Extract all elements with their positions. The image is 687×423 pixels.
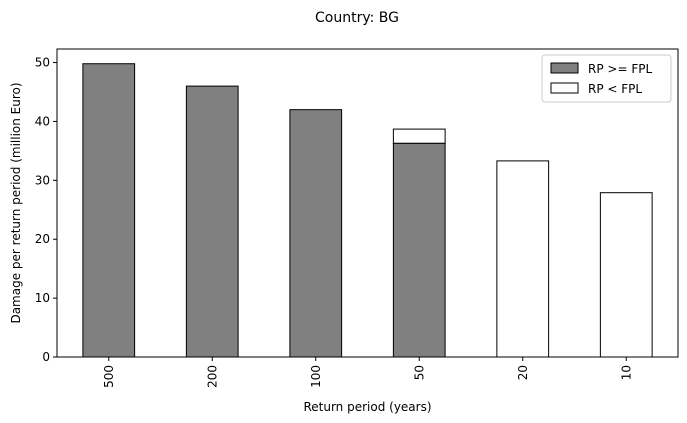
y-tick-label: 20: [35, 232, 50, 246]
x-tick-label: 50: [412, 365, 426, 380]
chart-title: Country: BG: [315, 10, 399, 26]
bar-rp-lt-fpl-10: [599, 192, 653, 358]
y-tick-label: 40: [35, 114, 50, 128]
x-tick-label: 20: [516, 365, 530, 380]
x-tick-label: 200: [205, 365, 219, 388]
y-tick-label: 0: [42, 350, 50, 364]
x-axis: 500 200 100 50 20 10: [102, 357, 633, 388]
bar-rp-ge-fpl-50: [392, 142, 446, 358]
bar-rp-ge-fpl-100: [289, 109, 343, 358]
legend-label-rp-lt-fpl: RP < FPL: [588, 82, 642, 96]
x-axis-label: Return period (years): [303, 400, 431, 414]
plot-area: [56, 48, 679, 358]
y-tick-label: 50: [35, 56, 50, 70]
y-tick-label: 10: [35, 291, 50, 305]
bars-group: [82, 63, 653, 358]
bar-rp-lt-fpl-20: [496, 160, 550, 358]
legend-swatch-rp-lt-fpl: [550, 82, 579, 94]
bar-rp-ge-fpl-500: [82, 63, 136, 358]
y-axis: 0 10 20 30 40 50: [35, 56, 57, 364]
legend: RP >= FPL RP < FPL: [541, 54, 672, 103]
y-tick-label: 30: [35, 173, 50, 187]
legend-label-rp-ge-fpl: RP >= FPL: [588, 62, 652, 76]
y-axis-label: Damage per return period (million Euro): [9, 82, 23, 323]
legend-swatch-rp-ge-fpl: [550, 62, 579, 74]
x-tick-label: 100: [309, 365, 323, 388]
bar-rp-lt-fpl-50: [392, 128, 446, 144]
x-tick-label: 500: [102, 365, 116, 388]
x-tick-label: 10: [619, 365, 633, 380]
bar-rp-ge-fpl-200: [185, 85, 239, 358]
